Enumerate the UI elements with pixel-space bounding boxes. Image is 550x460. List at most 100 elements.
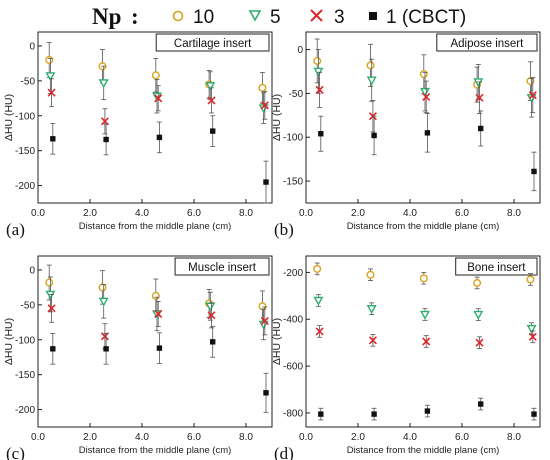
legend-label-5: 5 (270, 7, 281, 28)
data-point-np-10 (151, 291, 160, 300)
y-tick-label: -100 (283, 133, 303, 144)
data-point-np-1-cbct (50, 136, 56, 142)
legend: Np : 10 5 3 1 (CBCT) (92, 4, 466, 29)
insert-title-box (455, 257, 538, 276)
x-tick-label: 8.0 (239, 432, 253, 443)
insert-title-box (436, 33, 538, 52)
plot-frame (37, 31, 273, 204)
data-point-np-10 (258, 302, 267, 311)
data-point-np-3 (100, 332, 109, 341)
data-point-np-1-cbct (531, 411, 537, 417)
insert-title: Muscle insert (188, 262, 257, 274)
data-point-np-1-cbct (371, 132, 377, 139)
data-point-np-3 (154, 309, 163, 318)
plot-frame (37, 255, 273, 428)
data-point-np-1-cbct (424, 408, 431, 414)
legend-marker-10 (172, 10, 184, 22)
plot-frame (305, 255, 541, 428)
legend-label-3: 3 (334, 7, 345, 28)
x-tick-label: 4.0 (135, 432, 149, 443)
legend-separator: : (131, 4, 139, 29)
x-tick-label: 2.0 (83, 208, 97, 219)
panel-c: 0.0 2.0 4.0 6.0 8.0 0 -50 -100 -150 -200 Distance … (3, 255, 273, 460)
x-tick-label: 6.0 (455, 208, 469, 219)
y-tick-label: -100 (15, 335, 35, 346)
x-tick-label: 6.0 (455, 432, 469, 443)
x-tick-label: 6.0 (187, 432, 201, 443)
data-point-np-3 (260, 101, 269, 110)
data-point-np-5 (313, 67, 324, 77)
x-tick-label: 0.0 (299, 208, 313, 219)
data-point-np-10 (366, 61, 375, 70)
data-point-np-1-cbct (210, 339, 216, 345)
y-tick-label: -200 (15, 181, 35, 192)
data-point-np-10 (419, 274, 428, 283)
data-point-np-1-cbct (103, 136, 109, 143)
data-point-np-5 (205, 302, 216, 312)
insert-title: Cartilage insert (174, 38, 252, 50)
x-axis-label: Distance from the middle plane (cm) (79, 221, 232, 232)
data-point-np-3 (422, 92, 431, 101)
data-point-np-10 (526, 275, 535, 284)
data-point-np-3 (154, 94, 163, 103)
x-tick-label: 0.0 (31, 432, 45, 443)
y-tick-label: -50 (21, 76, 36, 87)
data-point-np-1-cbct (531, 168, 537, 175)
x-tick-label: 2.0 (351, 432, 365, 443)
data-point-np-3 (368, 336, 377, 345)
data-point-np-5 (205, 82, 216, 91)
data-point-np-3 (422, 337, 431, 346)
data-point-np-1-cbct (478, 401, 484, 407)
x-axis-label: Distance from the middle plane (cm) (347, 221, 500, 232)
y-tick-label: -150 (283, 177, 303, 188)
y-axis-label: ΔHU (HU) (3, 94, 15, 141)
data-point-np-1-cbct (210, 128, 216, 134)
data-point-np-1-cbct (263, 390, 269, 396)
data-point-np-1-cbct (156, 345, 163, 351)
data-point-np-10 (473, 278, 482, 287)
y-tick-label: -600 (283, 362, 303, 373)
data-point-np-1-cbct (50, 346, 56, 352)
data-point-np-10 (98, 283, 107, 292)
legend-label-1-cbct: 1 (CBCT) (386, 7, 466, 28)
y-tick-label: 0 (29, 41, 35, 52)
insert-title-box (155, 33, 270, 52)
legend-prefix: Np (92, 4, 121, 29)
data-point-np-1-cbct (478, 125, 484, 132)
y-axis-label: ΔHU (HU) (271, 318, 283, 365)
data-point-np-10 (45, 278, 54, 287)
y-tick-label: -100 (15, 111, 35, 122)
data-point-np-3 (528, 91, 537, 100)
data-point-np-1-cbct (318, 131, 324, 137)
legend-marker-1-cbct (369, 12, 377, 20)
data-point-np-3 (207, 96, 216, 105)
x-tick-label: 2.0 (351, 208, 365, 219)
panel-letter: (c) (6, 444, 25, 460)
panel-a: 0.0 2.0 4.0 6.0 8.0 0 -50 -100 -150 -200 Distance … (3, 31, 273, 239)
data-point-np-10 (151, 71, 160, 80)
data-point-np-10 (258, 83, 267, 92)
y-tick-label: -50 (289, 89, 304, 100)
insert-title: Adipose insert (450, 38, 524, 50)
y-tick-label: 0 (297, 45, 303, 56)
data-point-np-3 (47, 88, 56, 97)
x-tick-label: 4.0 (403, 208, 417, 219)
x-tick-label: 6.0 (187, 208, 201, 219)
y-axis-label: ΔHU (HU) (3, 318, 15, 365)
y-axis-label: ΔHU (HU) (271, 94, 283, 141)
y-tick-label: 0 (29, 265, 35, 276)
x-axis-label: Distance from the middle plane (cm) (79, 445, 232, 456)
data-point-np-1-cbct (318, 411, 324, 417)
data-point-np-3 (47, 304, 56, 313)
data-point-np-10 (313, 56, 322, 65)
data-point-np-10 (366, 270, 375, 279)
panel-d: 0.0 2.0 4.0 6.0 8.0 -200 -400 -600 -800 Distance … (271, 255, 541, 460)
y-tick-label: -200 (15, 405, 35, 416)
x-tick-label: 8.0 (507, 432, 521, 443)
x-tick-label: 8.0 (239, 208, 253, 219)
data-point-np-5 (45, 72, 56, 82)
data-point-np-10 (419, 70, 428, 79)
data-point-np-5 (45, 290, 56, 300)
insert-title-box (174, 257, 270, 276)
